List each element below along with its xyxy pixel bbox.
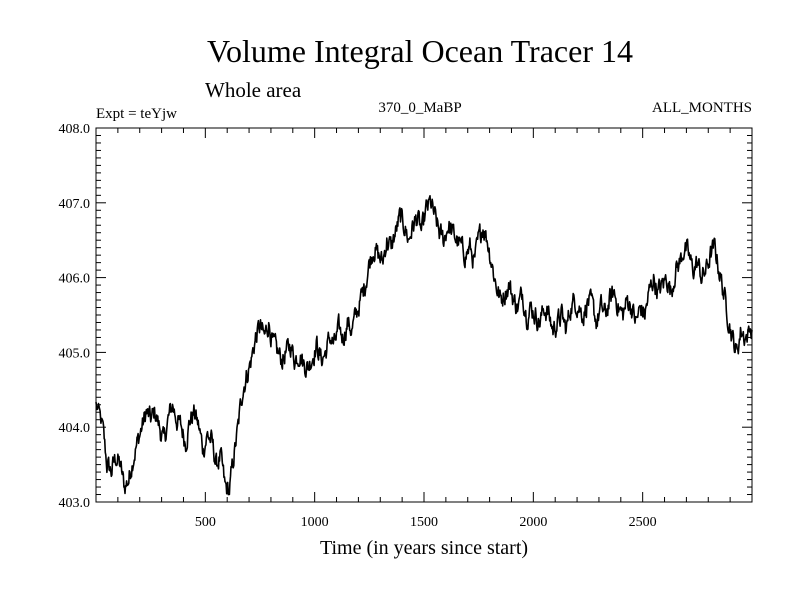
chart-subtitle: Whole area [205, 78, 302, 102]
chart-title: Volume Integral Ocean Tracer 14 [207, 33, 633, 69]
y-tick-label: 405.0 [59, 346, 91, 361]
x-tick-label: 1500 [410, 515, 438, 530]
x-tick-label: 1000 [301, 515, 329, 530]
x-tick-label: 500 [195, 515, 216, 530]
series-line [95, 195, 753, 496]
x-axis-ticks: 500 1000 1500 2000 2500 [117, 128, 731, 530]
months-label: ALL_MONTHS [652, 100, 752, 116]
expt-label: Expt = teYjw [96, 106, 177, 122]
series-layer [95, 195, 753, 496]
y-tick-label: 406.0 [59, 272, 91, 287]
y-axis-ticks: 403.0 404.0 405.0 406.0 407.0 408.0 [59, 122, 752, 511]
y-tick-label: 403.0 [59, 496, 91, 511]
x-tick-label: 2000 [519, 515, 547, 530]
plot-frame [95, 127, 753, 503]
run-label: 370_0_MaBP [378, 100, 461, 116]
x-axis-label: Time (in years since start) [320, 537, 528, 559]
y-tick-label: 407.0 [59, 197, 91, 212]
y-tick-label: 408.0 [59, 122, 91, 137]
x-tick-label: 2500 [629, 515, 657, 530]
y-tick-label: 404.0 [59, 421, 91, 436]
